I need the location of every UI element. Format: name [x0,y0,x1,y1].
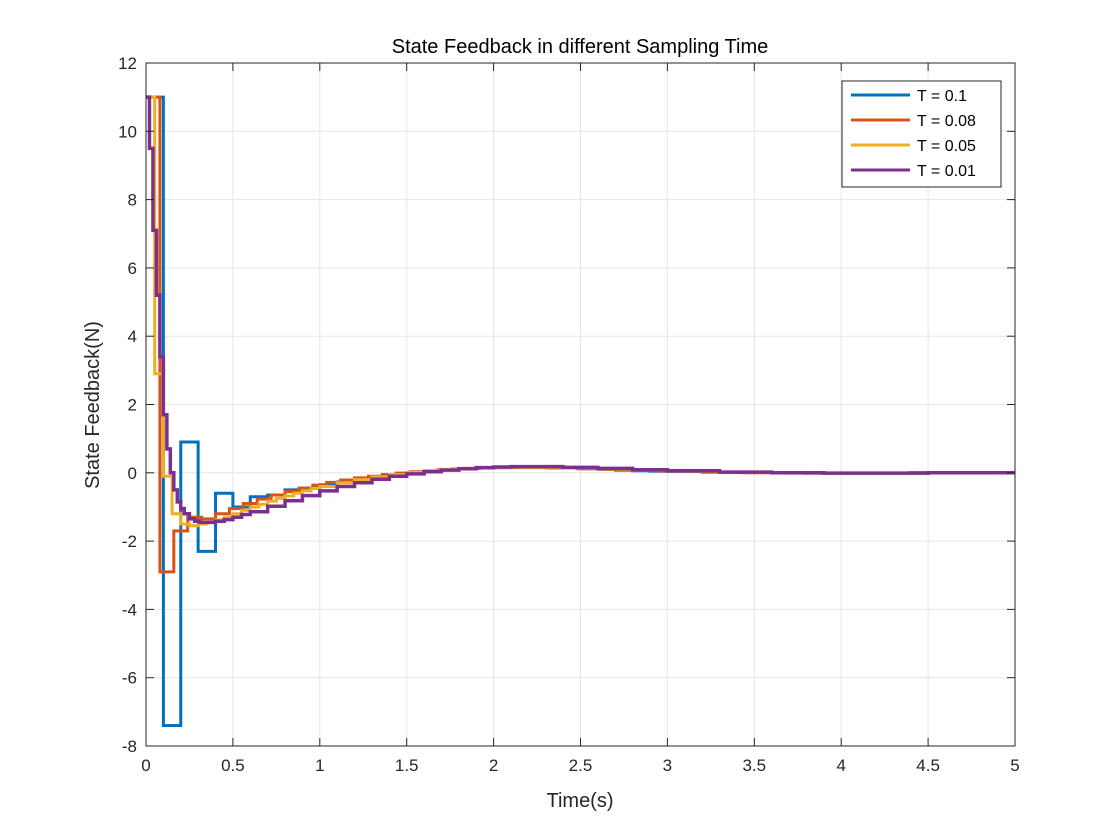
y-tick-label: 0 [128,464,137,483]
y-tick-label: 4 [128,327,137,346]
x-tick-label: 1.5 [395,756,419,775]
y-tick-label: -8 [122,737,137,756]
ticks [145,62,1016,747]
legend-label-1: T = 0.1 [917,88,967,105]
y-tick-label: 10 [118,122,137,141]
series-layer [146,95,1015,728]
x-tick-label: 4.5 [916,756,940,775]
legend-label-3: T = 0.05 [917,138,976,155]
x-tick-label: 0.5 [221,756,245,775]
legend-label-2: T = 0.08 [917,113,976,130]
x-tick-label: 3.5 [742,756,766,775]
x-tick-label: 5 [1010,756,1019,775]
y-tick-label: 8 [128,191,137,210]
y-tick-label: -2 [122,532,137,551]
tick-labels: 0 0.5 1 1.5 2 2.5 3 3.5 4 4.5 5 -8 -6 -4 -2 0 2 4 6 8 10 12 [118,54,1020,775]
legend: T = 0.1 T = 0.08 T = 0.05 T = 0.01 [841,80,1002,188]
y-tick-label: -4 [122,600,137,619]
x-axis-label: Time(s) [546,790,613,812]
y-tick-label: 2 [128,396,137,415]
x-tick-label: 4 [836,756,845,775]
x-tick-label: 3 [663,756,672,775]
series-line-4 [146,95,1015,525]
chart-title: State Feedback in different Sampling Tim… [392,36,769,58]
y-tick-label: 6 [128,259,137,278]
x-tick-label: 0 [141,756,150,775]
y-axis-label: State Feedback(N) [82,321,104,489]
x-tick-label: 2.5 [569,756,593,775]
x-tick-label: 1 [315,756,324,775]
legend-label-4: T = 0.01 [917,163,976,180]
y-tick-label: -6 [122,669,137,688]
y-tick-label: 12 [118,54,137,73]
x-tick-label: 2 [489,756,498,775]
